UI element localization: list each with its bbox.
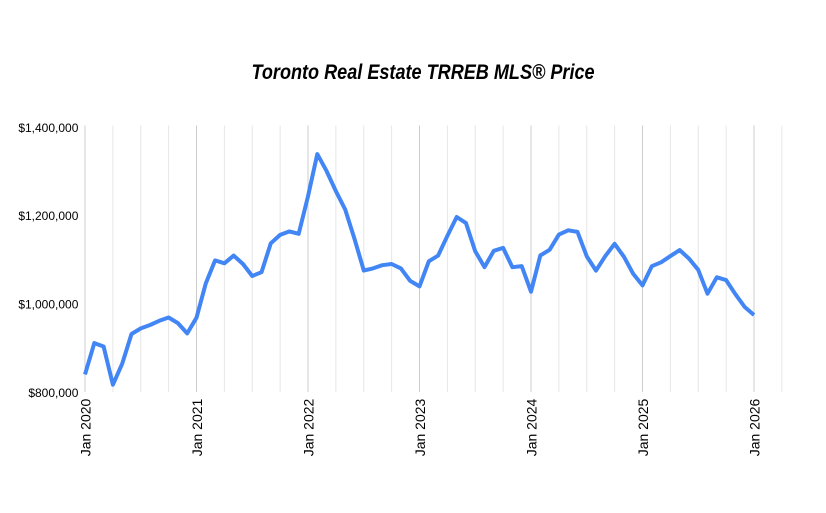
svg-text:Jan 2024: Jan 2024: [524, 398, 540, 456]
svg-text:Jan 2023: Jan 2023: [412, 398, 428, 456]
svg-text:Jan 2022: Jan 2022: [301, 398, 317, 456]
svg-text:Jan 2026: Jan 2026: [747, 398, 763, 456]
svg-text:Jan 2020: Jan 2020: [78, 398, 94, 456]
svg-text:$1,000,000: $1,000,000: [18, 298, 78, 312]
svg-text:$1,200,000: $1,200,000: [18, 209, 78, 223]
svg-text:$800,000: $800,000: [28, 386, 78, 400]
svg-text:Jan 2025: Jan 2025: [635, 398, 651, 456]
svg-text:Jan 2021: Jan 2021: [189, 398, 205, 456]
svg-text:Toronto Real Estate TRREB MLS®: Toronto Real Estate TRREB MLS® Price: [252, 60, 595, 84]
svg-text:$1,400,000: $1,400,000: [18, 121, 78, 135]
